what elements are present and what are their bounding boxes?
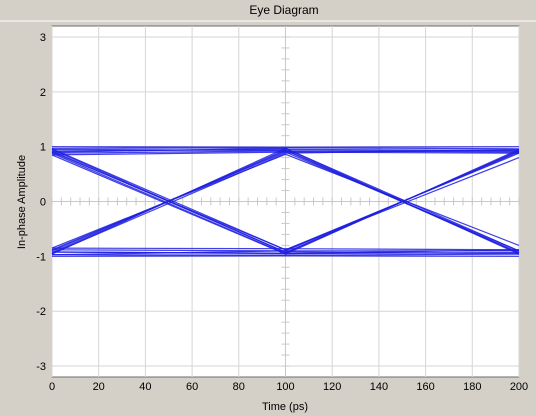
y-tick-label: -1 (36, 251, 46, 263)
x-tick-label: 40 (139, 381, 151, 393)
eye-traces (51, 146, 520, 257)
x-tick-label: 80 (233, 381, 245, 393)
x-tick-label: 180 (463, 381, 481, 393)
x-tick-label: 160 (416, 381, 434, 393)
eye-trace-9 (51, 247, 520, 251)
eye-trace-6 (51, 253, 520, 256)
y-tick-labels: -3 -2 -1 0 1 2 3 (36, 32, 46, 373)
y-tick-label: 3 (40, 32, 46, 44)
eye-trace-24 (51, 148, 520, 251)
y-axis-label: In-phase Amplitude (16, 155, 28, 249)
x-tick-label: 140 (370, 381, 388, 393)
x-tick-labels: 0 20 40 60 80 100 120 140 160 180 200 (49, 381, 528, 393)
eye-trace-3 (51, 146, 520, 148)
y-tick-label: -2 (36, 306, 46, 318)
y-tick-label: 2 (40, 87, 46, 99)
x-tick-label: 60 (186, 381, 198, 393)
center-axis-ticks (51, 26, 520, 377)
title-band (0, 0, 536, 22)
eye-trace-19 (51, 148, 520, 255)
chart-title: Eye Diagram (249, 3, 318, 17)
y-tick-label: 1 (40, 142, 46, 154)
x-axis-label: Time (ps) (262, 401, 308, 413)
x-tick-label: 120 (323, 381, 341, 393)
x-tick-label: 0 (49, 381, 55, 393)
y-tick-label: 0 (40, 197, 46, 209)
x-tick-label: 20 (93, 381, 105, 393)
eye-trace-16 (51, 150, 520, 255)
eye-trace-25 (51, 153, 520, 249)
eye-trace-20 (51, 148, 520, 254)
x-tick-label: 100 (276, 381, 294, 393)
eye-trace-21 (51, 147, 520, 252)
eye-trace-23 (51, 151, 520, 256)
x-tick-label: 200 (510, 381, 528, 393)
y-tick-label: -3 (36, 361, 46, 373)
